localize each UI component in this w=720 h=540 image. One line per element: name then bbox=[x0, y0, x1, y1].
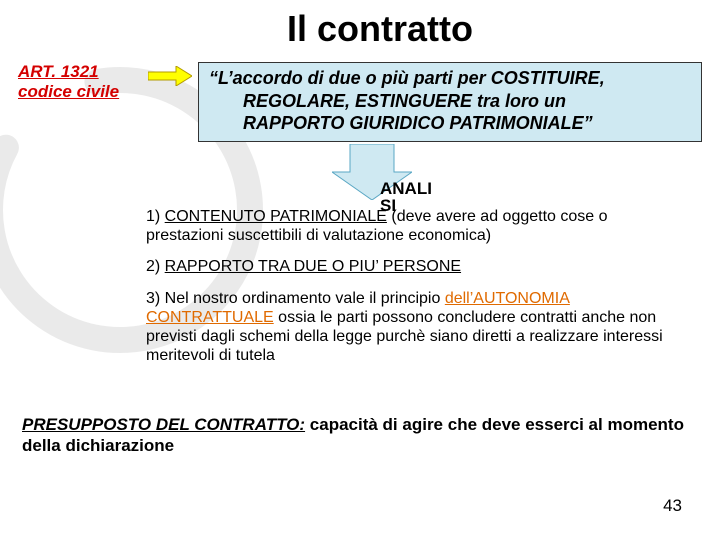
definition-row: ART. 1321 codice civile “L’accordo di du… bbox=[18, 62, 702, 142]
quote-box: “L’accordo di due o più parti per COSTIT… bbox=[198, 62, 702, 142]
list-item-1: 1) CONTENUTO PATRIMONIALE (deve avere ad… bbox=[146, 207, 680, 245]
article-line2: codice civile bbox=[18, 82, 119, 101]
arrow-right-icon bbox=[148, 66, 192, 86]
quote-line3: RAPPORTO GIURIDICO PATRIMONIALE” bbox=[209, 112, 691, 135]
presupposto-lead: PRESUPPOSTO DEL CONTRATTO: bbox=[22, 415, 305, 434]
quote-line2: REGOLARE, ESTINGUERE tra loro un bbox=[209, 90, 691, 113]
quote-line1: “L’accordo di due o più parti per COSTIT… bbox=[209, 68, 605, 88]
article-label: ART. 1321 codice civile bbox=[18, 62, 148, 103]
article-line1: ART. 1321 bbox=[18, 62, 99, 81]
list-item-2: 2) RAPPORTO TRA DUE O PIU’ PERSONE bbox=[146, 257, 680, 276]
presupposto-block: PRESUPPOSTO DEL CONTRATTO: capacità di a… bbox=[22, 414, 690, 457]
analysis-list: 1) CONTENUTO PATRIMONIALE (deve avere ad… bbox=[146, 207, 680, 377]
slide-title: Il contratto bbox=[0, 0, 720, 50]
page-number: 43 bbox=[663, 496, 682, 516]
list-item-3: 3) Nel nostro ordinamento vale il princi… bbox=[146, 289, 680, 366]
